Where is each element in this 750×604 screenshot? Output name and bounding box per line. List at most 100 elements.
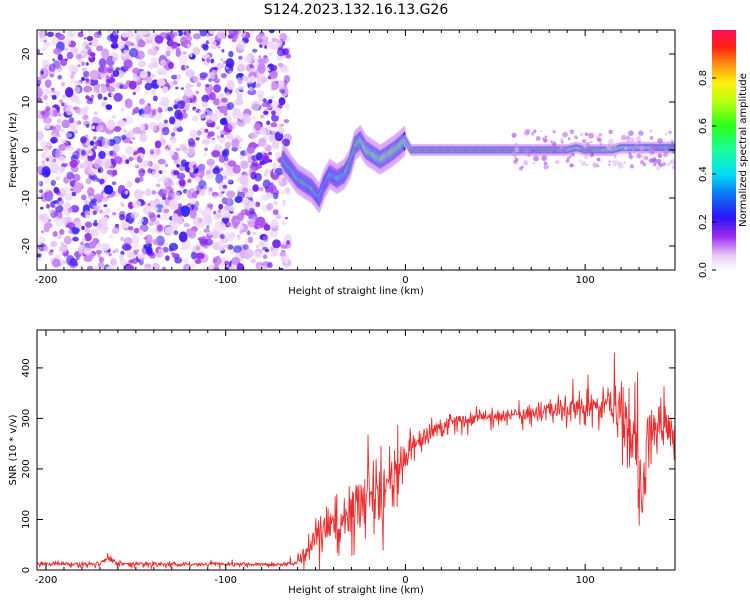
noise-speckle [97, 262, 105, 268]
noise-speckle [65, 145, 75, 152]
spectrogram-xtick-label: -200 [35, 275, 58, 286]
noise-speckle [69, 258, 78, 267]
noise-speckle [231, 232, 236, 237]
noise-speckle [99, 178, 105, 185]
noise-speckle [37, 80, 42, 86]
noise-speckle [89, 194, 95, 200]
noise-speckle [283, 85, 288, 89]
ridge-speckle [647, 146, 651, 150]
ridge-speckle [649, 129, 653, 133]
noise-speckle [202, 44, 209, 51]
ridge-speckle [613, 154, 617, 158]
noise-speckle [270, 99, 279, 110]
spectrogram-ytick-label: -10 [21, 190, 32, 206]
noise-speckle [109, 234, 113, 238]
noise-speckle [65, 87, 74, 98]
noise-speckle [84, 199, 90, 205]
noise-speckle [268, 30, 275, 34]
noise-speckle [232, 164, 241, 174]
colorbar: 0.0 0.2 0.4 0.6 0.8 Normalized spectral ampl… [698, 30, 749, 278]
noise-speckle [203, 228, 210, 233]
noise-speckle [213, 66, 219, 71]
colorbar-tick-label: 0.6 [698, 118, 709, 134]
ridge-speckle [631, 148, 635, 152]
ridge-speckle [628, 130, 634, 137]
noise-speckle [97, 253, 102, 259]
noise-speckle [93, 111, 98, 116]
noise-speckle [149, 121, 157, 131]
noise-speckle [190, 84, 194, 88]
noise-speckle [255, 201, 261, 207]
noise-speckle [110, 258, 117, 266]
noise-speckle [101, 137, 111, 149]
noise-speckle [236, 224, 245, 232]
noise-speckle [168, 221, 173, 226]
noise-speckle [195, 137, 200, 141]
noise-speckle [73, 182, 83, 194]
noise-speckle [211, 230, 219, 238]
noise-speckle [64, 193, 73, 201]
noise-speckle [225, 58, 235, 69]
noise-speckle [246, 230, 251, 236]
ridge-speckle [527, 153, 531, 157]
ridge-speckle [608, 163, 611, 166]
noise-speckle [196, 81, 202, 88]
noise-speckle [157, 177, 162, 183]
noise-speckle [168, 145, 172, 148]
noise-speckle [74, 80, 82, 86]
ridge-speckle [581, 138, 587, 144]
noise-speckle [143, 205, 152, 215]
noise-speckle [227, 160, 237, 167]
noise-speckle [88, 241, 97, 249]
noise-speckle [87, 187, 95, 196]
noise-speckle [184, 65, 188, 69]
noise-speckle [139, 98, 145, 105]
noise-speckle [69, 33, 73, 37]
colorbar-gradient [712, 30, 736, 270]
noise-speckle [128, 156, 134, 162]
snr-xtick-label: 0 [402, 575, 408, 586]
noise-speckle [111, 115, 117, 119]
noise-speckle [180, 247, 185, 252]
noise-speckle [178, 231, 188, 243]
noise-speckle [257, 63, 266, 74]
noise-speckle [52, 158, 57, 163]
ridge-speckle [628, 154, 634, 160]
ridge-speckle [566, 156, 570, 160]
snr-ytick-label: 300 [21, 409, 32, 428]
noise-speckle [217, 63, 225, 69]
noise-speckle [171, 74, 178, 80]
noise-speckle [45, 141, 52, 147]
noise-speckle [208, 78, 212, 83]
noise-speckle [85, 214, 91, 219]
noise-speckle [168, 242, 179, 251]
colorbar-tick-label: 0.8 [698, 70, 709, 86]
noise-speckle [93, 159, 103, 169]
noise-speckle [192, 164, 197, 169]
noise-speckle [104, 211, 110, 216]
ridge-speckle [540, 130, 543, 133]
noise-speckle [168, 150, 175, 156]
noise-speckle [281, 139, 286, 145]
ridge-speckle [570, 131, 574, 135]
noise-speckle [92, 205, 96, 208]
noise-speckle [222, 184, 228, 189]
noise-speckle [112, 69, 120, 78]
noise-speckle [166, 46, 171, 51]
ridge-speckle [570, 164, 574, 168]
noise-speckle [112, 56, 118, 62]
noise-speckle [262, 235, 269, 243]
noise-speckle [144, 105, 152, 115]
noise-speckle [59, 229, 65, 235]
noise-speckle [244, 172, 250, 177]
noise-speckle [283, 119, 290, 124]
noise-speckle [74, 106, 81, 114]
noise-speckle [125, 116, 134, 125]
noise-speckle [192, 33, 202, 40]
noise-speckle [69, 159, 78, 168]
noise-speckle [170, 132, 176, 137]
noise-speckle [98, 58, 107, 68]
noise-speckle [66, 51, 74, 60]
noise-speckle [192, 75, 199, 83]
ridge-speckle [533, 162, 536, 165]
